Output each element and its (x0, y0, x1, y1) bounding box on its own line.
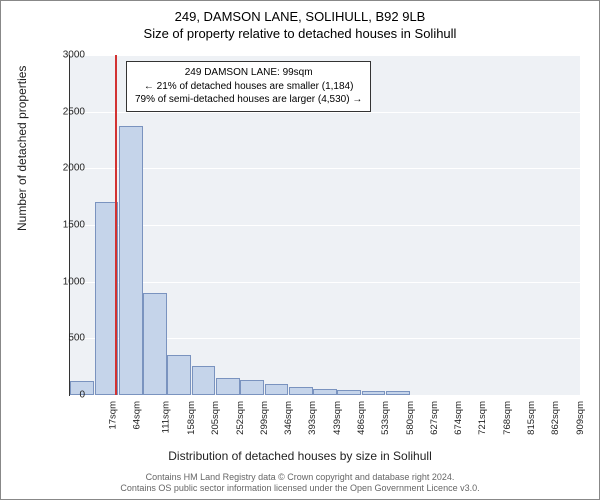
histogram-bar (119, 126, 143, 395)
x-axis-label: Distribution of detached houses by size … (1, 449, 599, 463)
x-tick-label: 721sqm (477, 401, 488, 435)
x-tick-label: 393sqm (307, 401, 318, 435)
x-tick-label: 252sqm (234, 401, 245, 435)
plot-area: 249 DAMSON LANE: 99sqm ← 21% of detached… (69, 55, 580, 396)
x-tick-label: 768sqm (502, 401, 513, 435)
x-tick-label: 909sqm (574, 401, 585, 435)
histogram-bar (265, 384, 289, 395)
chart-area: 249 DAMSON LANE: 99sqm ← 21% of detached… (69, 55, 579, 415)
y-tick-label: 2000 (63, 163, 85, 174)
annotation-line2: ← 21% of detached houses are smaller (1,… (135, 80, 362, 94)
x-tick-label: 439sqm (332, 401, 343, 435)
x-tick-label: 205sqm (210, 401, 221, 435)
x-tick-label: 533sqm (380, 401, 391, 435)
y-tick-label: 0 (79, 390, 85, 401)
x-tick-label: 64sqm (132, 401, 143, 430)
x-tick-label: 17sqm (108, 401, 119, 430)
histogram-bar (143, 293, 167, 395)
histogram-bar (313, 389, 337, 395)
x-tick-label: 486sqm (356, 401, 367, 435)
reference-annotation: 249 DAMSON LANE: 99sqm ← 21% of detached… (126, 61, 371, 112)
histogram-bar (167, 355, 191, 395)
gridline (70, 112, 580, 113)
x-tick-label: 346sqm (283, 401, 294, 435)
y-tick-label: 1000 (63, 276, 85, 287)
x-tick-label: 111sqm (160, 401, 171, 433)
footnote: Contains HM Land Registry data © Crown c… (1, 472, 599, 495)
x-tick-label: 674sqm (453, 401, 464, 435)
x-tick-label: 627sqm (429, 401, 440, 435)
y-tick-label: 2500 (63, 106, 85, 117)
annotation-line3: 79% of semi-detached houses are larger (… (135, 93, 362, 107)
x-tick-label: 299sqm (259, 401, 270, 435)
chart-title-address: 249, DAMSON LANE, SOLIHULL, B92 9LB (1, 9, 599, 24)
histogram-bar (362, 391, 386, 395)
gridline (70, 282, 580, 283)
histogram-bar (192, 366, 216, 395)
y-tick-label: 500 (68, 333, 85, 344)
chart-title-subtitle: Size of property relative to detached ho… (1, 26, 599, 41)
y-tick-label: 3000 (63, 50, 85, 61)
gridline (70, 55, 580, 56)
x-tick-label: 815sqm (526, 401, 537, 435)
footnote-line2: Contains OS public sector information li… (1, 483, 599, 495)
y-axis-label: Number of detached properties (15, 66, 29, 231)
footnote-line1: Contains HM Land Registry data © Crown c… (1, 472, 599, 484)
histogram-bar (216, 378, 240, 395)
gridline (70, 225, 580, 226)
gridline (70, 395, 580, 396)
x-tick-label: 580sqm (404, 401, 415, 435)
histogram-bar (240, 380, 264, 395)
y-tick-label: 1500 (63, 220, 85, 231)
histogram-bar (337, 390, 361, 395)
x-tick-label: 862sqm (550, 401, 561, 435)
x-tick-label: 158sqm (186, 401, 197, 435)
chart-container: 249, DAMSON LANE, SOLIHULL, B92 9LB Size… (0, 0, 600, 500)
reference-line (115, 55, 117, 395)
annotation-line1: 249 DAMSON LANE: 99sqm (135, 66, 362, 80)
histogram-bar (386, 391, 410, 395)
gridline (70, 168, 580, 169)
histogram-bar (289, 387, 313, 395)
